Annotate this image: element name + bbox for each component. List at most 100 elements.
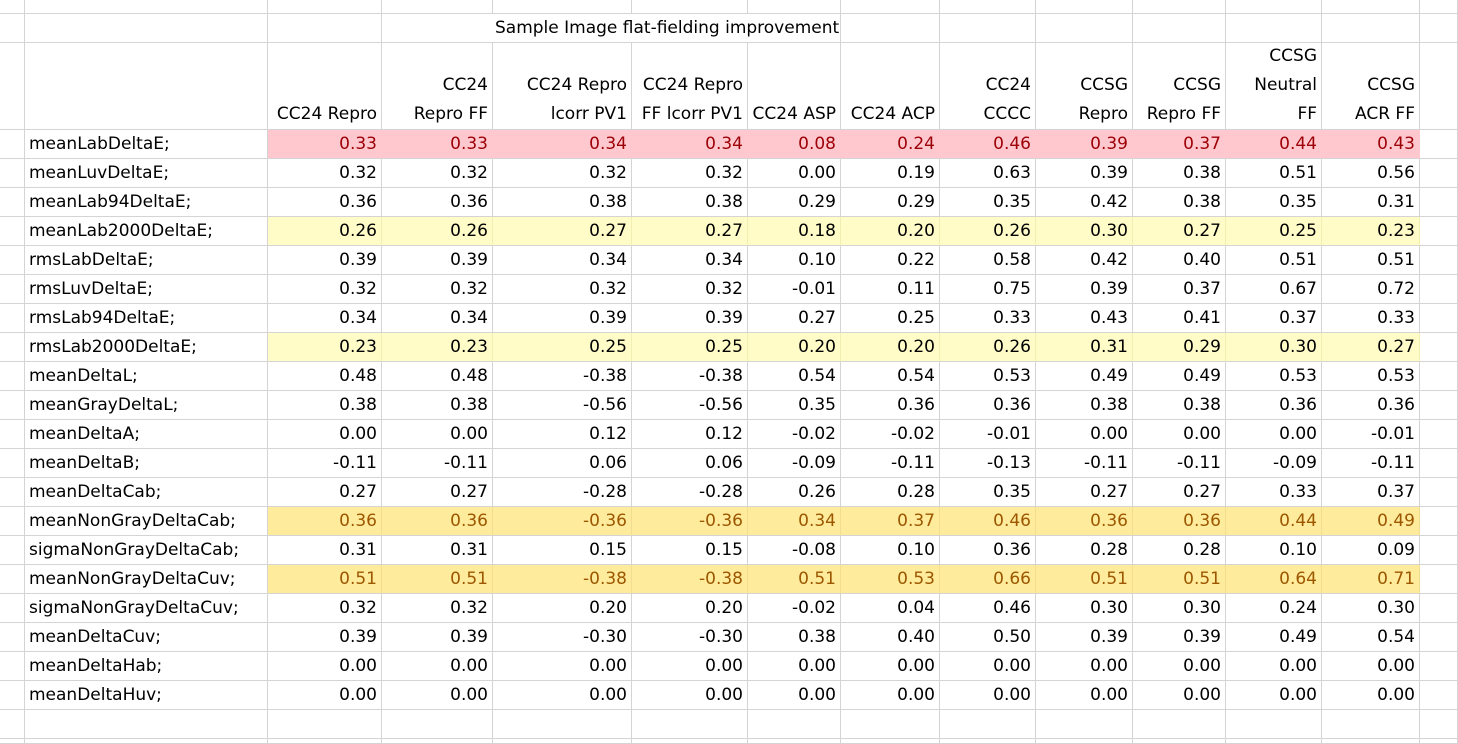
row-label-cell[interactable]: meanLuvDeltaE;: [25, 159, 268, 188]
value-cell[interactable]: 0.46: [940, 130, 1036, 159]
value-cell[interactable]: 0.66: [940, 565, 1036, 594]
value-cell[interactable]: 0.40: [1133, 246, 1226, 275]
value-cell[interactable]: 0.37: [1226, 304, 1322, 333]
value-cell[interactable]: 0.31: [382, 536, 493, 565]
value-cell[interactable]: -0.36: [493, 507, 632, 536]
value-cell[interactable]: 0.30: [1036, 217, 1133, 246]
value-cell[interactable]: -0.56: [493, 391, 632, 420]
value-cell[interactable]: 0.29: [1133, 333, 1226, 362]
value-cell[interactable]: 0.49: [1322, 507, 1420, 536]
value-cell[interactable]: 0.39: [1036, 623, 1133, 652]
value-cell[interactable]: 0.00: [748, 159, 841, 188]
value-cell[interactable]: -0.36: [632, 507, 748, 536]
value-cell[interactable]: 0.27: [382, 478, 493, 507]
value-cell[interactable]: -0.11: [1036, 449, 1133, 478]
value-cell[interactable]: 0.23: [382, 333, 493, 362]
value-cell[interactable]: 0.39: [1036, 159, 1133, 188]
value-cell[interactable]: 0.25: [493, 333, 632, 362]
value-cell[interactable]: 0.25: [1226, 217, 1322, 246]
value-cell[interactable]: 0.51: [1036, 565, 1133, 594]
value-cell[interactable]: 0.37: [1322, 478, 1420, 507]
value-cell[interactable]: 0.51: [1133, 565, 1226, 594]
value-cell[interactable]: 0.09: [1322, 536, 1420, 565]
value-cell[interactable]: 0.42: [1036, 188, 1133, 217]
value-cell[interactable]: 0.48: [382, 362, 493, 391]
value-cell[interactable]: 0.06: [493, 449, 632, 478]
value-cell[interactable]: 0.38: [1036, 391, 1133, 420]
column-header[interactable]: CCSG Repro FF: [1133, 43, 1226, 130]
value-cell[interactable]: 0.71: [1322, 565, 1420, 594]
value-cell[interactable]: 0.39: [632, 304, 748, 333]
value-cell[interactable]: 0.00: [748, 652, 841, 681]
value-cell[interactable]: 0.40: [841, 623, 940, 652]
column-header[interactable]: CC24 ACP: [841, 43, 940, 130]
value-cell[interactable]: 0.26: [940, 217, 1036, 246]
value-cell[interactable]: 0.36: [1036, 507, 1133, 536]
value-cell[interactable]: 0.51: [1226, 159, 1322, 188]
value-cell[interactable]: 0.00: [382, 652, 493, 681]
value-cell[interactable]: 0.38: [1133, 159, 1226, 188]
value-cell[interactable]: 0.38: [493, 188, 632, 217]
value-cell[interactable]: 0.37: [1133, 130, 1226, 159]
column-header[interactable]: CC24 ASP: [748, 43, 841, 130]
value-cell[interactable]: 0.32: [382, 275, 493, 304]
value-cell[interactable]: 0.36: [1133, 507, 1226, 536]
value-cell[interactable]: 0.35: [940, 188, 1036, 217]
value-cell[interactable]: 0.00: [748, 681, 841, 710]
value-cell[interactable]: 0.35: [748, 391, 841, 420]
value-cell[interactable]: 0.58: [940, 246, 1036, 275]
value-cell[interactable]: -0.02: [748, 420, 841, 449]
value-cell[interactable]: 0.00: [841, 652, 940, 681]
value-cell[interactable]: 0.36: [1322, 391, 1420, 420]
value-cell[interactable]: 0.53: [841, 565, 940, 594]
value-cell[interactable]: 0.26: [748, 478, 841, 507]
row-label-cell[interactable]: rmsLabDeltaE;: [25, 246, 268, 275]
value-cell[interactable]: 0.27: [1322, 333, 1420, 362]
value-cell[interactable]: 0.23: [268, 333, 382, 362]
value-cell[interactable]: 0.48: [268, 362, 382, 391]
value-cell[interactable]: -0.11: [1133, 449, 1226, 478]
row-label-cell[interactable]: meanLab2000DeltaE;: [25, 217, 268, 246]
value-cell[interactable]: 0.00: [1322, 652, 1420, 681]
row-label-cell[interactable]: meanDeltaCab;: [25, 478, 268, 507]
value-cell[interactable]: 0.00: [940, 652, 1036, 681]
value-cell[interactable]: 0.27: [493, 217, 632, 246]
value-cell[interactable]: 0.49: [1226, 623, 1322, 652]
value-cell[interactable]: 0.38: [632, 188, 748, 217]
value-cell[interactable]: -0.13: [940, 449, 1036, 478]
value-cell[interactable]: -0.38: [493, 362, 632, 391]
column-header[interactable]: CCSG ACR FF: [1322, 43, 1420, 130]
value-cell[interactable]: 0.12: [493, 420, 632, 449]
value-cell[interactable]: 0.39: [1036, 275, 1133, 304]
value-cell[interactable]: 0.28: [841, 478, 940, 507]
value-cell[interactable]: 0.00: [1036, 420, 1133, 449]
value-cell[interactable]: -0.01: [1322, 420, 1420, 449]
value-cell[interactable]: 0.20: [632, 594, 748, 623]
value-cell[interactable]: 0.39: [1036, 130, 1133, 159]
value-cell[interactable]: 0.30: [1322, 594, 1420, 623]
value-cell[interactable]: 0.25: [841, 304, 940, 333]
value-cell[interactable]: 0.22: [841, 246, 940, 275]
value-cell[interactable]: 0.33: [1322, 304, 1420, 333]
value-cell[interactable]: -0.11: [268, 449, 382, 478]
value-cell[interactable]: 0.36: [382, 507, 493, 536]
value-cell[interactable]: -0.11: [1322, 449, 1420, 478]
value-cell[interactable]: 0.00: [632, 681, 748, 710]
value-cell[interactable]: 0.00: [1133, 652, 1226, 681]
value-cell[interactable]: 0.41: [1133, 304, 1226, 333]
column-header[interactable]: CC24 Repro FF: [382, 43, 493, 130]
value-cell[interactable]: 0.34: [748, 507, 841, 536]
value-cell[interactable]: 0.32: [268, 594, 382, 623]
row-label-cell[interactable]: meanGrayDeltaL;: [25, 391, 268, 420]
value-cell[interactable]: 0.32: [268, 275, 382, 304]
value-cell[interactable]: 0.00: [1226, 681, 1322, 710]
value-cell[interactable]: 0.00: [268, 652, 382, 681]
value-cell[interactable]: 0.26: [382, 217, 493, 246]
value-cell[interactable]: 0.00: [1226, 420, 1322, 449]
value-cell[interactable]: -0.28: [493, 478, 632, 507]
value-cell[interactable]: 0.00: [1226, 652, 1322, 681]
row-label-cell[interactable]: meanNonGrayDeltaCab;: [25, 507, 268, 536]
value-cell[interactable]: -0.56: [632, 391, 748, 420]
value-cell[interactable]: -0.01: [748, 275, 841, 304]
